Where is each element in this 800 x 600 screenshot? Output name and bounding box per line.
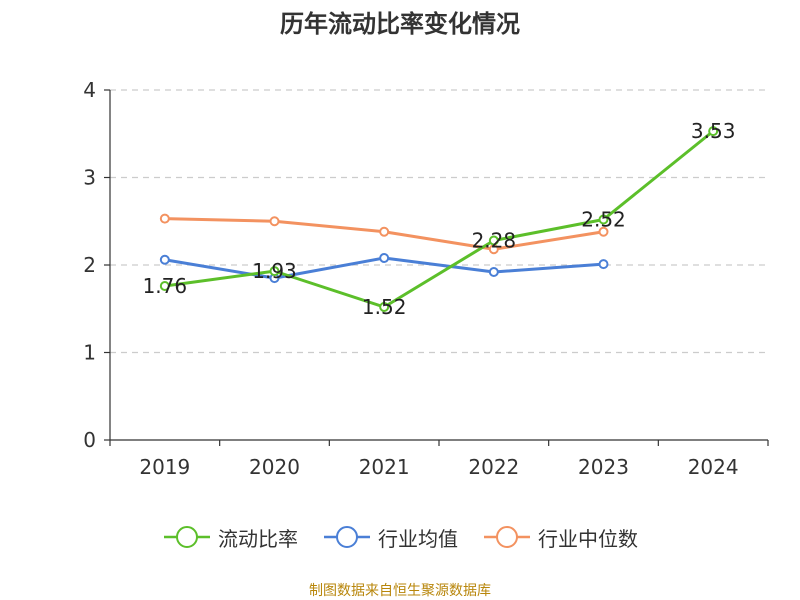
y-tick-label: 4 [83,78,96,102]
legend-label: 流动比率 [218,526,298,551]
x-tick-label: 2022 [468,455,519,479]
data-point [708,126,719,137]
data-point [598,214,609,225]
data-point [269,266,280,277]
legend-label: 行业均值 [378,526,458,551]
x-tick-label: 2021 [359,455,410,479]
data-point [379,302,390,312]
data-point [488,235,499,246]
chart-title: 历年流动比率变化情况 [280,10,520,38]
data-point [159,213,170,224]
data-label: 1.52 [362,295,407,319]
grid-lines [110,89,768,354]
axes: 0 1 2 3 4 2019 2020 2021 2022 2023 2024 [83,78,769,479]
series-lines [159,126,719,312]
source-note: 制图数据来自恒生聚源数据库 [309,583,491,599]
legend-line-circle-icon [164,526,210,548]
data-point [598,259,609,270]
data-labels: 1.76 1.93 1.52 2.28 2.52 3.53 [143,119,736,319]
data-point [159,254,170,265]
data-point [379,226,390,237]
series-line [163,129,715,309]
x-tick-label: 2020 [249,455,300,479]
data-label: 1.93 [252,259,297,283]
y-tick-label: 1 [83,341,96,365]
x-tick-label: 2024 [688,455,739,479]
legend-item[interactable]: 流动比率 [162,523,298,552]
data-point [379,253,390,263]
x-tick-label: 2019 [139,455,190,479]
data-label: 2.52 [581,208,626,232]
data-label: 1.76 [143,274,188,298]
data-label: 2.28 [472,229,517,253]
data-point [269,216,280,227]
data-point [488,267,499,277]
legend-label: 行业中位数 [538,526,638,551]
data-point [159,281,170,291]
legend-line-circle-icon [324,526,370,548]
data-point [598,226,609,237]
legend-line-circle-icon [484,526,530,548]
data-label: 3.53 [691,119,736,143]
x-tick-label: 2023 [578,455,629,479]
y-tick-label: 3 [83,166,96,190]
y-tick-label: 2 [83,253,96,277]
y-tick-label: 0 [83,428,96,452]
legend-item[interactable]: 行业中位数 [482,523,638,552]
chart-legend: 流动比率 行业均值 行业中位数 [0,522,800,552]
legend-item[interactable]: 行业均值 [322,523,458,552]
